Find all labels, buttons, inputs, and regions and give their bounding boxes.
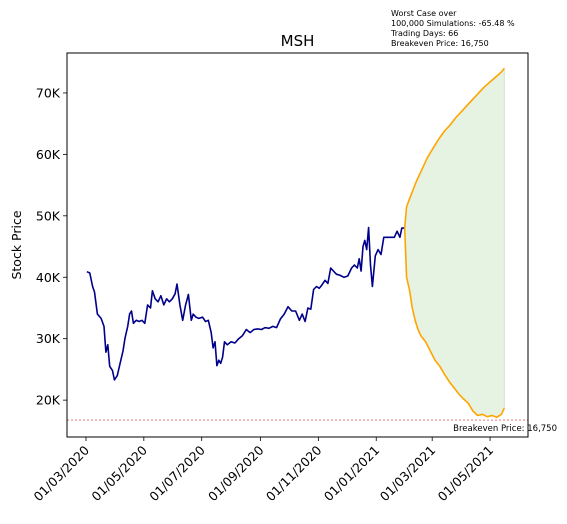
y-axis-label: Stock Price — [9, 210, 24, 279]
y-tick-label: 50K — [36, 208, 61, 223]
y-axis-ticks: 20K 30K 40K 50K 60K 70K — [36, 85, 67, 408]
breakeven-layer: Breakeven Price: 16,750 — [67, 419, 557, 434]
simulation-upper-bound-line — [403, 67, 505, 229]
y-tick-label: 40K — [36, 270, 61, 285]
y-tick-label: 30K — [36, 331, 61, 346]
annotation-line-4: Breakeven Price: 16,750 — [391, 39, 489, 48]
series-lines-layer — [86, 67, 506, 419]
plot-area-frame — [66, 52, 529, 438]
y-tick-label: 20K — [36, 393, 61, 408]
simulation-lower-bound-line — [403, 228, 506, 419]
annotation-line-3: Trading Days: 66 — [390, 29, 458, 38]
y-tick-label: 70K — [36, 85, 61, 100]
y-tick-label: 60K — [36, 147, 61, 162]
historical-price-line — [86, 226, 405, 381]
simulation-annotation: Worst Case over 100,000 Simulations: -65… — [390, 9, 515, 48]
breakeven-label: Breakeven Price: 16,750 — [453, 424, 557, 434]
annotation-line-1: Worst Case over — [391, 9, 457, 18]
chart-title: MSH — [281, 32, 315, 50]
annotation-line-2: 100,000 Simulations: -65.48 % — [391, 19, 515, 28]
